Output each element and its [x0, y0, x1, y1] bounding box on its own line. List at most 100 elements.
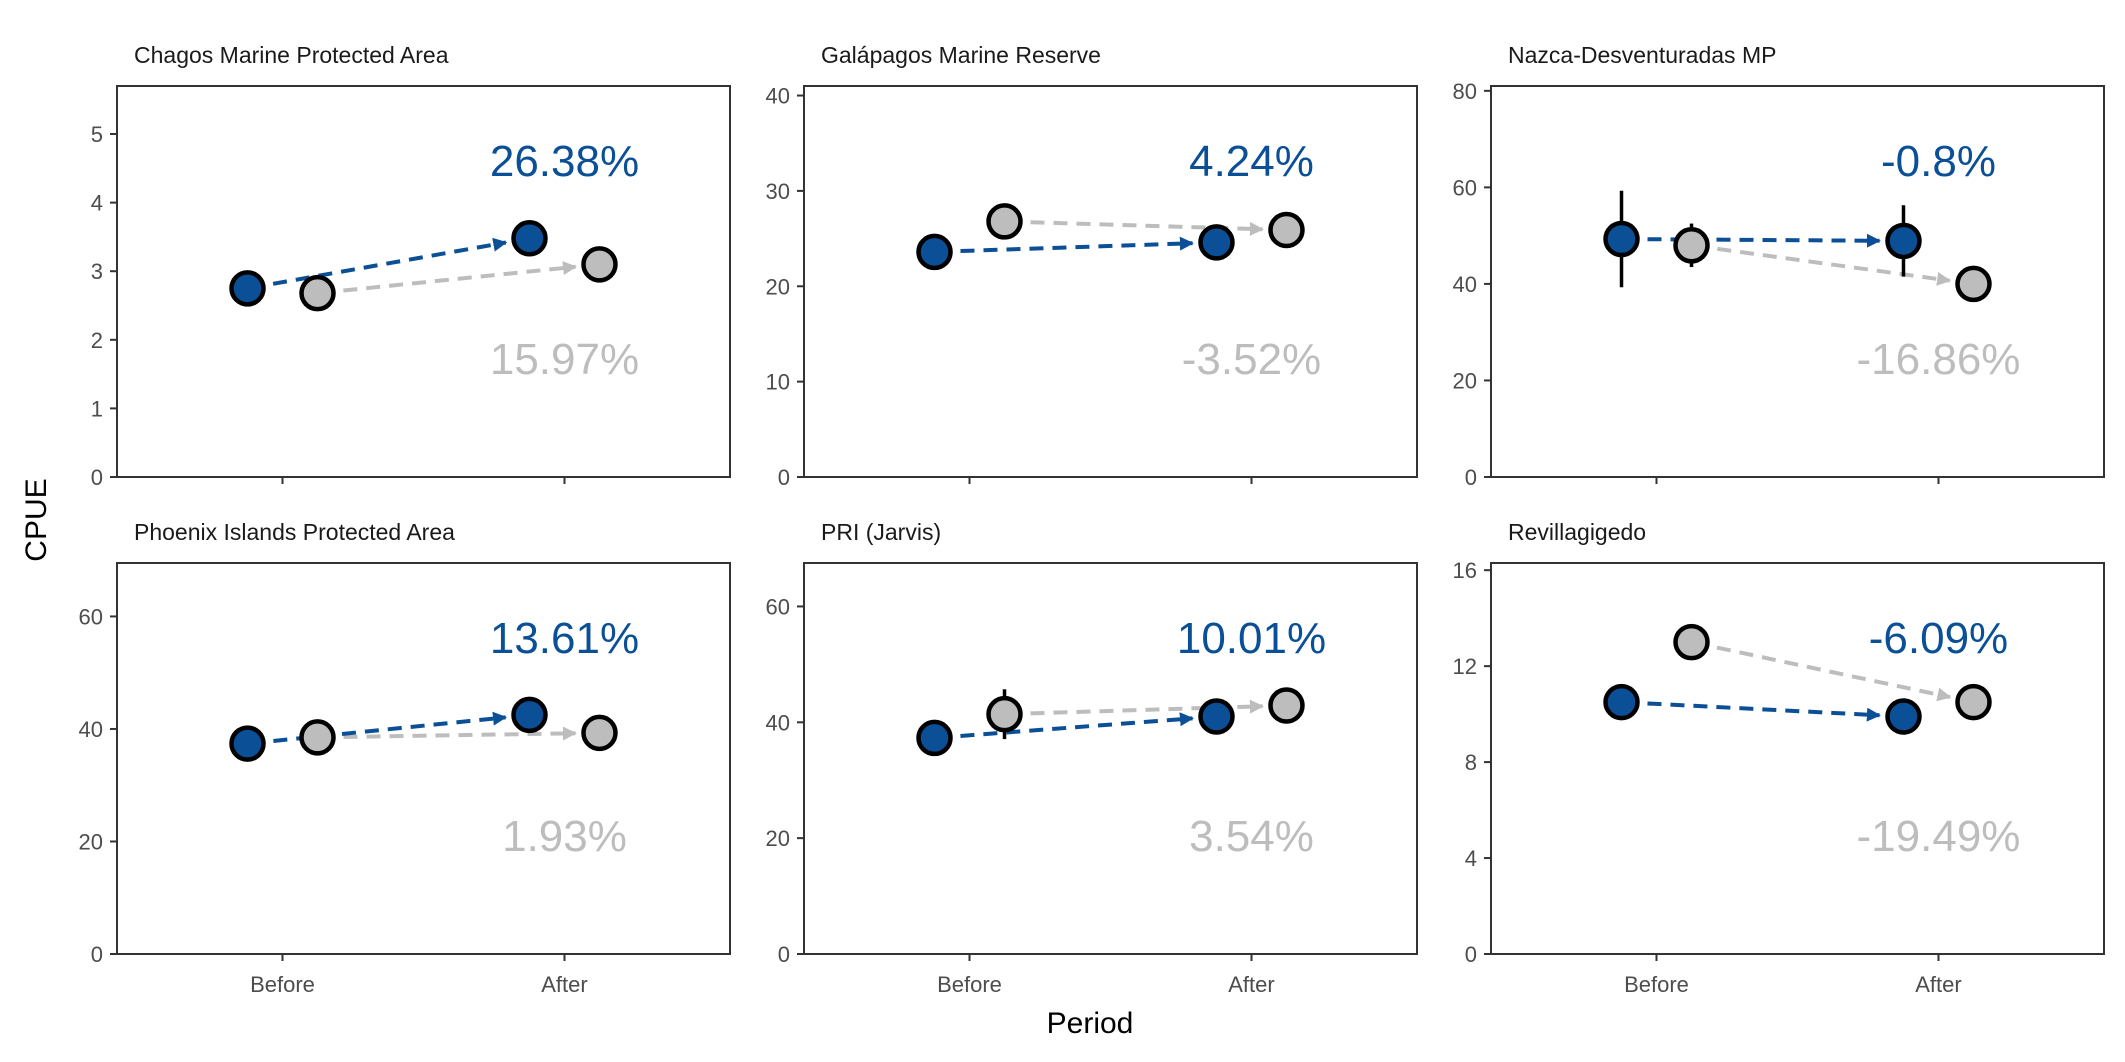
panel-frame [803, 562, 1418, 955]
y-tick-label: 0 [91, 942, 103, 967]
panel-frame [803, 85, 1418, 478]
y-tick-label: 0 [778, 465, 790, 490]
data-point [511, 220, 548, 257]
y-tick-label: 5 [91, 122, 103, 147]
panel-frame [1490, 85, 2105, 478]
trend-arrow [960, 712, 1194, 738]
data-point [1603, 683, 1640, 721]
panels: Chagos Marine Protected Area01234526.38%… [79, 42, 2105, 997]
panel-title: Revillagigedo [1508, 519, 1646, 545]
x-tick-label: Before [250, 972, 315, 997]
y-tick-label: 12 [1453, 654, 1477, 679]
y-tick-label: 60 [79, 604, 103, 629]
panel: Chagos Marine Protected Area 0 1 2 3 4 5 26.38%… [91, 42, 731, 490]
data-point [1885, 222, 1922, 260]
data-point [299, 719, 336, 756]
panel-frame [116, 85, 731, 478]
panel: Revillagigedo 0 4 8 12 16 Before After -6.09% -19… [1453, 519, 2105, 997]
trend-arrow [273, 711, 508, 743]
y-tick-label: 60 [766, 594, 790, 619]
x-axis-title: Period [1047, 1007, 1134, 1040]
y-tick-label: 4 [91, 191, 103, 216]
y-tick-label: 0 [1465, 942, 1477, 967]
data-point [1955, 683, 1992, 721]
data-point [1673, 227, 1710, 264]
y-tick-label: 20 [1453, 368, 1477, 393]
y-tick-label: 40 [79, 717, 103, 742]
data-point [1673, 623, 1710, 661]
panel: Phoenix Islands Protected Area 0 20 40 60 Bef… [79, 519, 731, 997]
data-point [986, 695, 1023, 733]
panel-frame [1490, 562, 2105, 955]
y-tick-label: 20 [79, 829, 103, 854]
data-point [229, 270, 266, 307]
y-tick-label: 60 [1453, 175, 1477, 200]
percent-change-label: 13.61% [490, 614, 639, 663]
panel: Galápagos Marine Reserve 0 10 20 30 40 4.24% -3… [766, 42, 1418, 490]
panel: PRI (Jarvis) 0 20 40 60 Before After 10.01% 3.54… [766, 519, 1418, 997]
panel: Nazca-Desventuradas MP 0 20 40 60 80 -0.8% -16.… [1453, 42, 2105, 490]
percent-change-label: 15.97% [490, 335, 639, 384]
data-point [299, 274, 336, 312]
data-point [916, 719, 953, 757]
data-point [916, 233, 953, 271]
trend-arrow [960, 236, 1194, 254]
y-tick-label: 0 [91, 465, 103, 490]
data-point [986, 203, 1023, 240]
y-tick-label: 20 [766, 826, 790, 851]
trend-arrow [343, 726, 577, 741]
data-point [1268, 687, 1305, 724]
panel-title: PRI (Jarvis) [821, 519, 941, 545]
y-tick-label: 10 [766, 370, 790, 395]
y-tick-label: 1 [91, 396, 103, 421]
y-tick-label: 80 [1453, 79, 1477, 104]
percent-change-label: -0.8% [1881, 137, 1996, 186]
y-tick-label: 16 [1453, 558, 1477, 583]
x-tick-label: After [1915, 972, 1961, 997]
y-tick-label: 2 [91, 328, 103, 353]
data-point [1603, 220, 1640, 258]
data-point [1198, 224, 1235, 261]
trend-arrow [272, 237, 508, 286]
percent-change-label: 3.54% [1189, 812, 1314, 861]
y-tick-label: 3 [91, 259, 103, 284]
data-point [511, 696, 548, 734]
percent-change-label: 26.38% [490, 137, 639, 186]
y-tick-label: 8 [1465, 750, 1477, 775]
trend-arrow [1716, 246, 1952, 286]
y-tick-label: 0 [1465, 465, 1477, 490]
data-point [1955, 265, 1992, 303]
percent-change-label: -16.86% [1857, 335, 2021, 384]
percent-change-label: -3.52% [1182, 335, 1321, 384]
y-tick-label: 20 [766, 274, 790, 299]
data-point [1268, 211, 1305, 249]
data-point [1198, 698, 1235, 735]
y-tick-label: 0 [778, 942, 790, 967]
x-tick-label: Before [1624, 972, 1689, 997]
y-tick-label: 40 [766, 84, 790, 109]
trend-arrow [1647, 701, 1881, 722]
y-tick-label: 30 [766, 179, 790, 204]
panel-frame [116, 562, 731, 955]
panel-title: Nazca-Desventuradas MP [1508, 42, 1776, 68]
y-tick-label: 40 [1453, 272, 1477, 297]
data-point [581, 246, 618, 283]
panel-title: Galápagos Marine Reserve [821, 42, 1101, 68]
data-point [229, 725, 266, 762]
y-tick-label: 40 [766, 710, 790, 735]
trend-arrow [1647, 233, 1881, 248]
data-point [1885, 698, 1922, 735]
percent-change-label: -6.09% [1869, 614, 2008, 663]
data-point [581, 714, 618, 752]
percent-change-label: 1.93% [502, 812, 627, 861]
x-tick-label: After [1228, 972, 1274, 997]
percent-change-label: 10.01% [1177, 614, 1326, 663]
percent-change-label: -19.49% [1857, 812, 2021, 861]
panel-title: Chagos Marine Protected Area [134, 42, 449, 68]
x-tick-label: After [541, 972, 587, 997]
y-tick-label: 4 [1465, 846, 1477, 871]
x-tick-label: Before [937, 972, 1002, 997]
panel-title: Phoenix Islands Protected Area [134, 519, 455, 545]
trend-arrow [343, 261, 578, 293]
